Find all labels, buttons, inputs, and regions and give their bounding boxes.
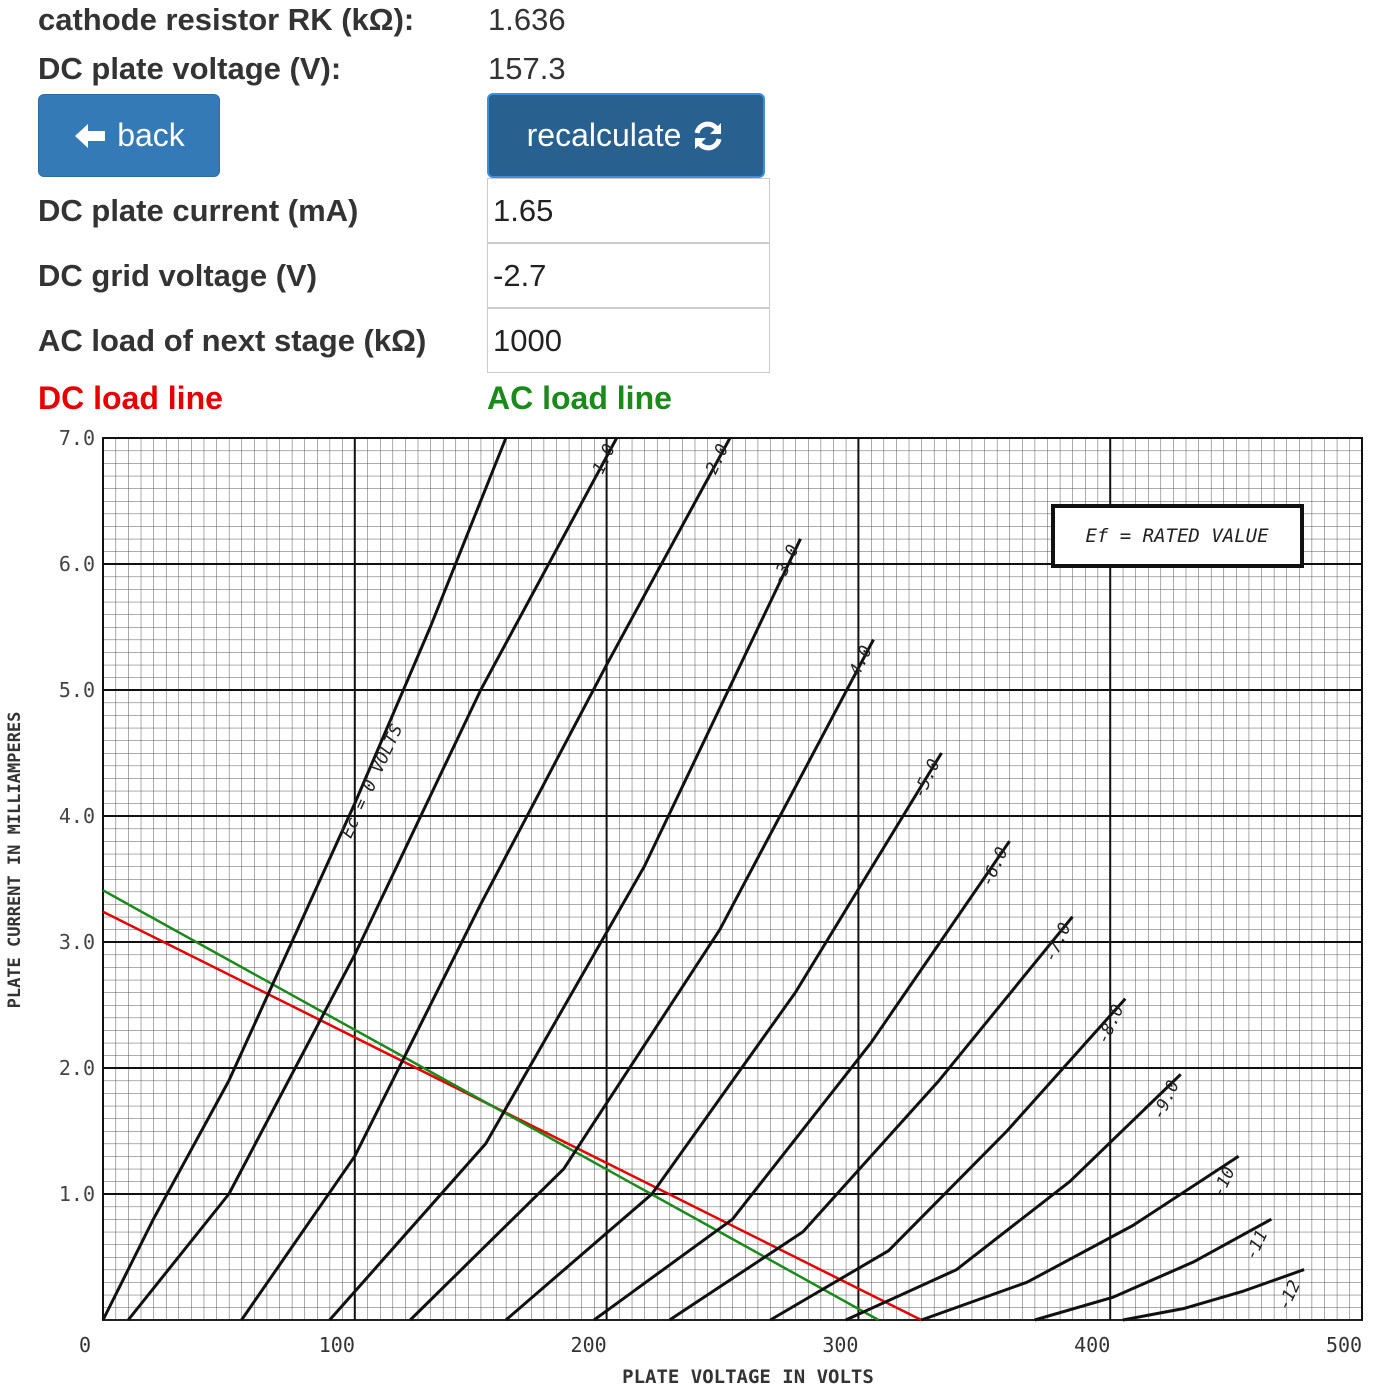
plate-curve <box>240 437 732 1321</box>
y-tick-label: 6.0 <box>59 552 95 576</box>
plot-area <box>102 437 1363 1321</box>
input-label: AC load of next stage (kΩ) <box>38 323 427 358</box>
y-tick-label: 5.0 <box>59 678 95 702</box>
plate-curve <box>668 915 1074 1322</box>
y-tick-label: 2.0 <box>59 1056 95 1080</box>
back-button[interactable]: back <box>38 94 220 177</box>
input-label: DC grid voltage (V) <box>38 258 318 293</box>
output-label: DC plate voltage (V): <box>38 51 342 86</box>
recalculate-button[interactable]: recalculate <box>487 93 765 178</box>
plate-curve <box>328 538 802 1321</box>
y-tick-label: 1.0 <box>59 1182 95 1206</box>
refresh-icon <box>694 121 722 150</box>
plot-layer: 0 100 200 300 400 500 1.0 2.0 3.0 4.0 5.0 6.0 7.0 PLA… <box>5 426 1363 1388</box>
text-input[interactable]: 1000 <box>487 308 770 373</box>
annotation: Ef = RATED VALUE <box>1085 525 1269 547</box>
legend-entry: AC load line <box>487 380 672 416</box>
y-tick-label: 3.0 <box>59 930 95 954</box>
button-label: back <box>117 117 185 153</box>
x-tick-label: 400 <box>1074 1333 1110 1357</box>
plate-curve <box>593 840 1011 1322</box>
x-axis-title: PLATE VOLTAGE IN VOLTS <box>622 1366 874 1388</box>
plate-curve <box>1034 1217 1273 1322</box>
button-label: recalculate <box>526 117 682 153</box>
x-tick-label: 200 <box>571 1333 607 1357</box>
plate-curve <box>920 1154 1240 1322</box>
output-value: 1.636 <box>488 2 566 37</box>
output-label: cathode resistor RK (kΩ): <box>38 2 415 37</box>
plate-curve <box>101 437 508 1321</box>
y-axis-title: PLATE CURRENT IN MILLIAMPERES <box>5 712 25 1009</box>
x-tick-label: 300 <box>822 1333 858 1357</box>
plate-curve <box>504 752 943 1322</box>
text-input[interactable]: 1.65 <box>487 178 770 243</box>
y-tick-label: 4.0 <box>59 804 95 828</box>
load-line <box>102 889 880 1322</box>
y-tick-label: 7.0 <box>59 426 95 450</box>
input-label: DC plate current (mA) <box>38 193 359 228</box>
annotation-box <box>1051 504 1304 568</box>
plate-curve <box>409 638 875 1322</box>
x-tick-label: 500 <box>1326 1333 1362 1357</box>
plate-curve <box>1122 1268 1305 1322</box>
text-input[interactable]: -2.7 <box>487 243 770 308</box>
plate-curve <box>769 997 1127 1322</box>
legend-entry: DC load line <box>38 380 223 416</box>
output-value: 157.3 <box>488 51 566 86</box>
plate-curve <box>845 1073 1182 1322</box>
plate-curve <box>127 437 618 1321</box>
arrow-icon <box>75 123 106 148</box>
x-tick-label: 0 <box>79 1333 91 1357</box>
plot: 0 100 200 300 400 500 1.0 2.0 3.0 4.0 5.0 6.0 7.0 PLA… <box>5 426 1363 1388</box>
x-tick-label: 100 <box>319 1333 355 1357</box>
